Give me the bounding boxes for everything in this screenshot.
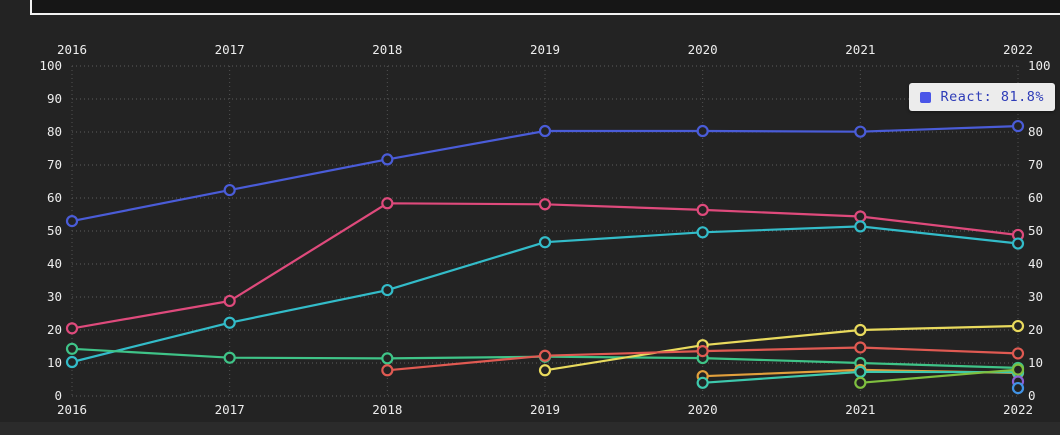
y-axis-tick-right: 100 [1028,58,1051,73]
y-axis-tick-left: 0 [54,388,62,403]
data-point-salmon-line[interactable] [381,364,394,377]
y-axis-tick-right: 60 [1028,190,1043,205]
y-axis-tick-left: 80 [47,124,62,139]
data-point-cyan-line[interactable] [854,220,867,233]
y-axis-tick-left: 70 [47,157,62,172]
data-point-cyan-line[interactable] [381,283,394,297]
x-axis-tick-top: 2021 [845,42,875,57]
data-point-react[interactable] [223,183,236,197]
data-point-teal-line[interactable] [854,365,867,379]
data-point-green-line[interactable] [223,351,236,364]
data-point-react[interactable] [65,215,79,228]
data-point-react[interactable] [538,124,552,138]
x-axis-tick-bottom: 2020 [688,402,718,417]
data-point-react[interactable] [696,124,709,138]
x-axis-tick-bottom: 2017 [215,402,245,417]
data-point-yellow-line[interactable] [538,364,552,377]
y-axis-tick-left: 40 [47,256,62,271]
series-line-yellow-line [543,324,1020,372]
x-axis-tick-top: 2020 [688,42,718,57]
grid [71,65,1019,397]
data-point-pink-line[interactable] [381,197,394,210]
data-point-react[interactable] [1011,119,1025,133]
y-axis-tick-left: 20 [47,322,62,337]
y-axis-tick-left: 50 [47,223,62,238]
data-point-teal-line[interactable] [696,376,709,389]
data-point-cyan-line[interactable] [65,355,79,369]
data-point-cyan-line[interactable] [223,316,236,329]
data-point-lightgreen-line[interactable] [854,376,867,389]
x-axis-tick-top: 2016 [57,42,87,57]
data-point-green-line[interactable] [381,352,394,365]
x-axis-tick-bottom: 2021 [845,402,875,417]
x-axis-tick-top: 2017 [215,42,245,57]
data-point-pink-line[interactable] [538,198,552,211]
tooltip-label: React: 81.8% [940,89,1044,105]
data-point-green-line[interactable] [65,342,79,355]
legend-swatch [920,91,932,103]
y-axis-tick-right: 50 [1028,223,1043,238]
data-point-cyan-line[interactable] [538,236,552,249]
x-axis-tick-bottom: 2018 [372,402,402,417]
data-point-react[interactable] [381,153,394,166]
y-axis-tick-right: 20 [1028,322,1043,337]
data-point-pink-line[interactable] [223,294,236,308]
y-axis-tick-left: 10 [47,355,62,370]
y-axis-tick-right: 0 [1028,388,1036,403]
top-input-fragment[interactable] [30,0,1060,15]
data-point-salmon-line[interactable] [696,345,709,358]
y-axis-tick-left: 90 [47,91,62,106]
data-point-cyan-line[interactable] [1011,237,1025,250]
data-point-cyan-line[interactable] [696,226,709,239]
y-axis-tick-right: 70 [1028,157,1043,172]
data-point-yellow-line[interactable] [854,323,867,337]
data-point-pink-line[interactable] [854,210,867,223]
data-point-pink-line[interactable] [696,203,709,216]
data-point-salmon-line[interactable] [854,341,867,354]
x-axis-tick-top: 2019 [530,42,560,57]
chart-tooltip: React: 81.8% [909,83,1055,111]
series-line-lightgreen-line [859,368,1020,384]
footer-strip [0,422,1060,435]
x-axis-tick-top: 2022 [1003,42,1033,57]
data-point-pink-line[interactable] [65,322,79,335]
x-axis-tick-top: 2018 [372,42,402,57]
data-point-salmon-line[interactable] [1011,347,1025,360]
y-axis-tick-right: 80 [1028,124,1043,139]
y-axis-tick-left: 100 [39,58,62,73]
data-point-lightgreen-line[interactable] [1011,363,1025,376]
y-axis-tick-right: 10 [1028,355,1043,370]
y-axis-tick-right: 30 [1028,289,1043,304]
x-axis-tick-bottom: 2022 [1003,402,1033,417]
y-axis-tick-right: 40 [1028,256,1043,271]
data-point-salmon-line[interactable] [538,349,552,362]
data-point-yellow-line[interactable] [1011,319,1025,333]
y-axis-tick-left: 30 [47,289,62,304]
data-point-react[interactable] [854,125,867,138]
x-axis-tick-bottom: 2016 [57,402,87,417]
y-axis-tick-left: 60 [47,190,62,205]
data-point-blue-point[interactable] [1011,381,1025,395]
x-axis-tick-bottom: 2019 [530,402,560,417]
